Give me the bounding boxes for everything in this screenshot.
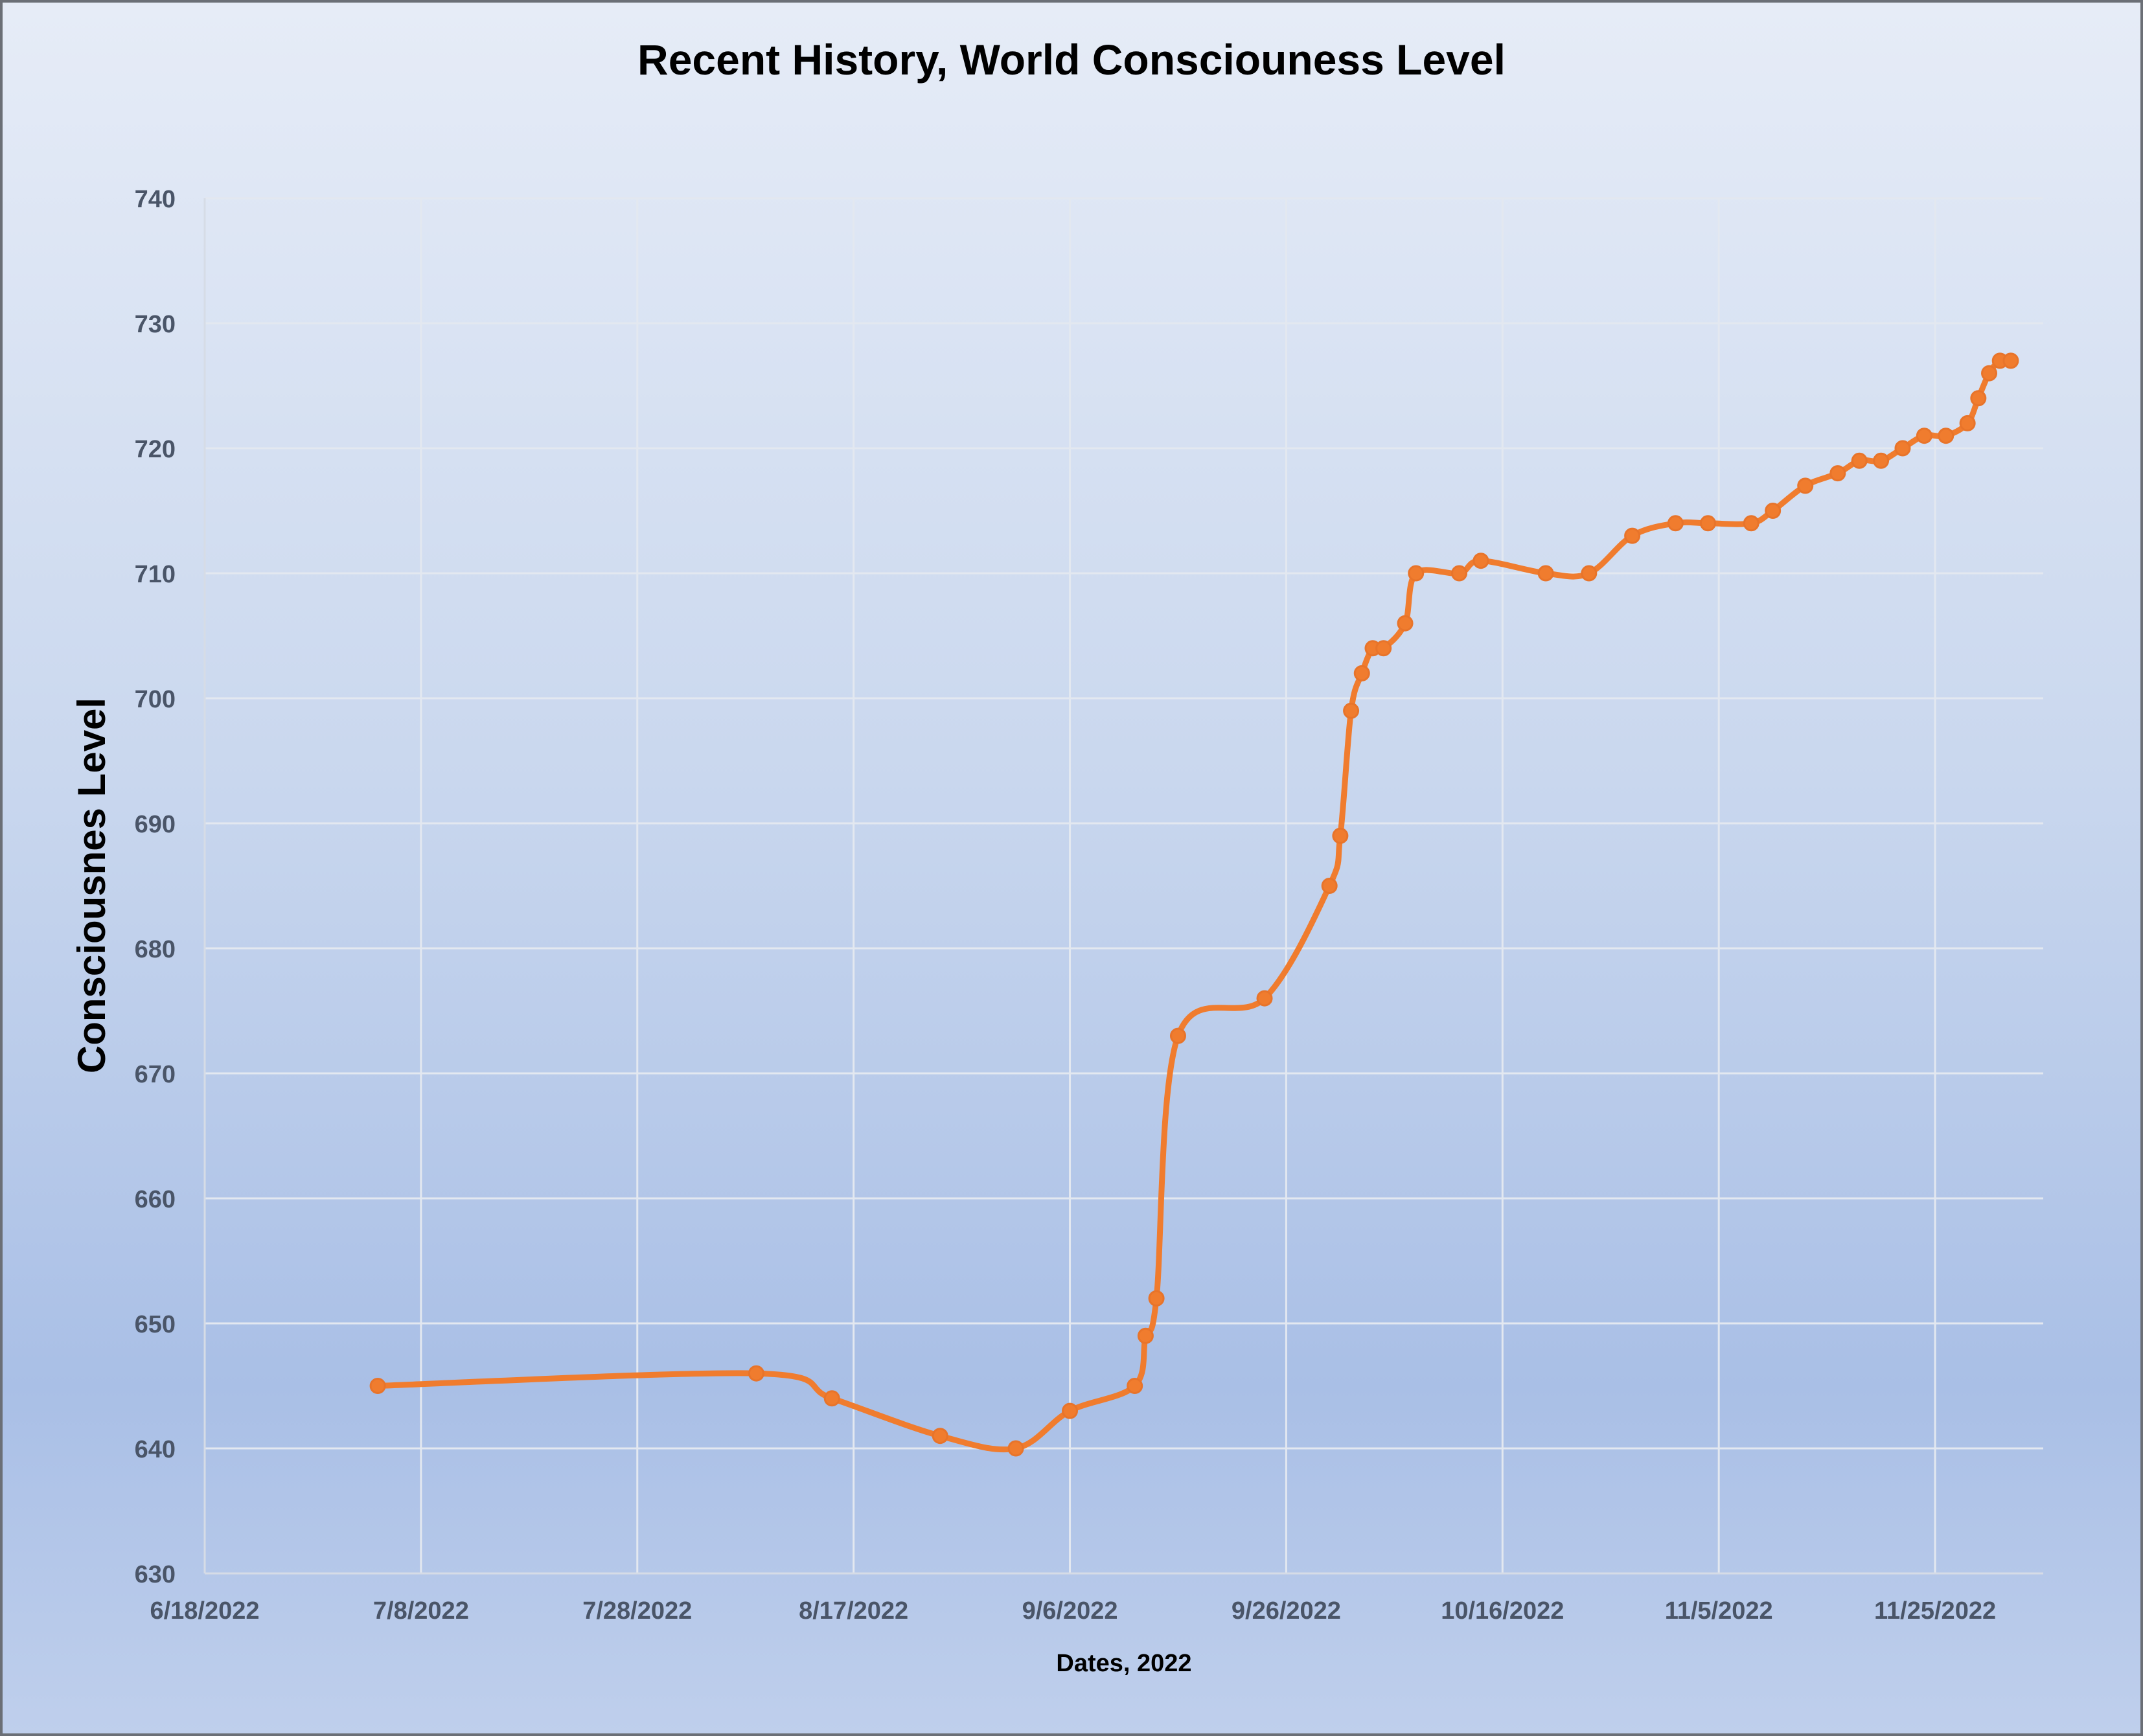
data-point (1970, 390, 1987, 407)
x-axis-label: Dates, 2022 (1056, 1650, 1191, 1677)
data-point (1624, 527, 1641, 544)
data-point (1581, 565, 1598, 582)
x-tick-label: 11/25/2022 (1874, 1597, 1996, 1625)
x-tick-label: 10/16/2022 (1441, 1597, 1564, 1625)
data-point (1321, 878, 1338, 894)
y-tick-label: 690 (135, 811, 176, 838)
data-point (1353, 665, 1370, 681)
y-tick-label: 710 (135, 561, 176, 588)
y-tick-label: 670 (135, 1061, 176, 1088)
data-point (1873, 452, 1890, 469)
series-line (377, 356, 2011, 1453)
gridlines (203, 197, 2043, 1575)
y-axis-label: Consciousnes Level (70, 698, 113, 1073)
data-point (2002, 352, 2019, 369)
data-point (1916, 428, 1932, 444)
data-point (1537, 565, 1554, 582)
y-tick-label: 720 (135, 436, 176, 463)
data-point (1981, 365, 1998, 382)
y-tick-label: 730 (135, 311, 176, 338)
series-consciousness (369, 352, 2019, 1457)
data-point (1667, 515, 1684, 532)
y-tick-label: 640 (135, 1436, 176, 1463)
data-point (1332, 827, 1349, 844)
x-tick-label: 7/28/2022 (582, 1597, 692, 1625)
x-tick-label: 11/5/2022 (1665, 1597, 1773, 1625)
data-point (1797, 477, 1814, 494)
data-point (369, 1378, 386, 1394)
x-tick-label: 9/26/2022 (1232, 1597, 1341, 1625)
data-point (1007, 1440, 1024, 1457)
x-tick-label: 6/18/2022 (150, 1597, 259, 1625)
data-point (1137, 1327, 1154, 1344)
data-point (1765, 503, 1782, 519)
data-point (1062, 1402, 1079, 1419)
x-tick-label: 9/6/2022 (1022, 1597, 1118, 1625)
data-point (748, 1365, 764, 1382)
y-tick-label: 660 (135, 1186, 176, 1213)
data-point (932, 1428, 948, 1445)
y-axis-ticks: 630 640 650 660 670 680 690 700 710 720 730 740 (135, 186, 176, 1588)
y-tick-label: 630 (135, 1561, 176, 1588)
y-tick-label: 680 (135, 936, 176, 963)
data-point (1408, 565, 1425, 582)
y-tick-label: 650 (135, 1311, 176, 1338)
x-axis-ticks: 6/18/2022 7/8/2022 7/28/2022 8/17/2022 9/6/2… (150, 1597, 1996, 1625)
data-point (823, 1390, 840, 1407)
data-point (1699, 515, 1716, 532)
x-tick-label: 8/17/2022 (799, 1597, 908, 1625)
data-point (1148, 1290, 1165, 1307)
y-tick-label: 700 (135, 686, 176, 713)
data-point (1473, 553, 1489, 569)
data-point (1743, 515, 1759, 532)
data-point (1894, 440, 1911, 457)
data-point (1343, 702, 1360, 719)
data-point (1169, 1027, 1186, 1044)
y-tick-label: 740 (135, 186, 176, 213)
data-point (1851, 452, 1868, 469)
data-point (1256, 990, 1273, 1007)
data-point (1397, 615, 1414, 632)
data-point (1959, 415, 1976, 431)
data-point (1938, 428, 1954, 444)
chart-title: Recent History, World Consciouness Level (637, 36, 1506, 84)
x-tick-label: 7/8/2022 (373, 1597, 469, 1625)
data-point (1451, 565, 1468, 582)
data-point (1375, 640, 1392, 657)
data-point (1127, 1378, 1143, 1394)
data-point (1829, 465, 1846, 482)
